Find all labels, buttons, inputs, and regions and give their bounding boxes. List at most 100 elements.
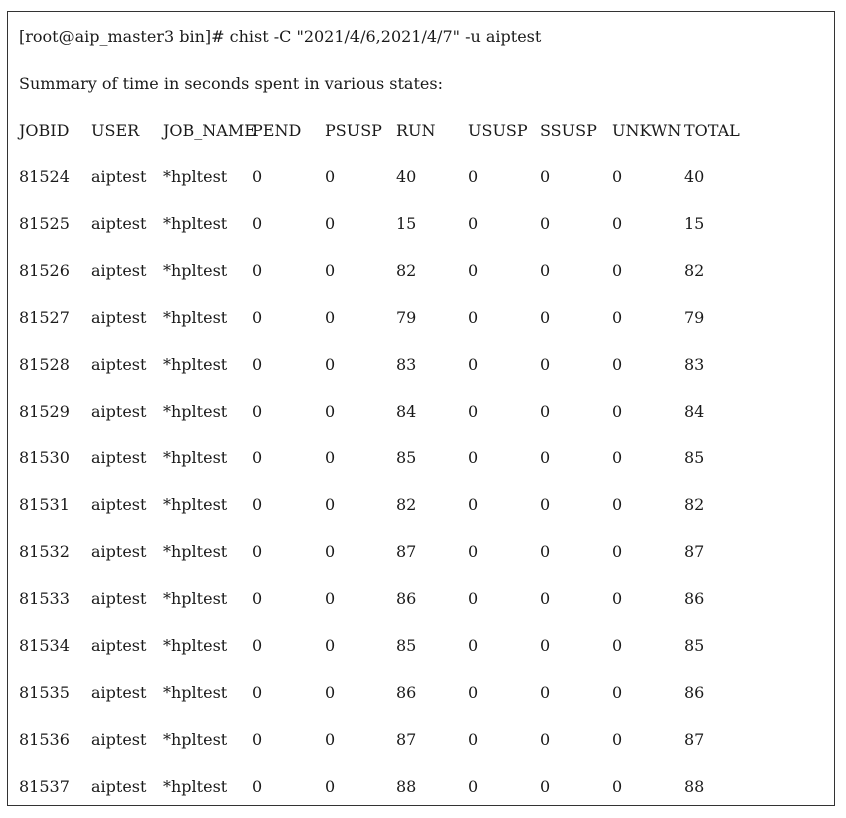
header-psusp: PSUSP (325, 121, 382, 140)
cell-ssusp: 0 (540, 167, 551, 186)
cell-unkwn: 0 (612, 495, 623, 514)
cell-jobid: 81525 (19, 214, 70, 233)
cell-user: aiptest (91, 542, 147, 561)
cell-ssusp: 0 (540, 589, 551, 608)
cell-job-name: *hpltest (163, 589, 228, 608)
cell-ususp: 0 (468, 448, 479, 467)
table-row: 81528 aiptest *hpltest 0 0 83 0 0 0 83 (8, 355, 834, 375)
cell-run: 83 (396, 355, 417, 374)
cell-pend: 0 (252, 542, 263, 561)
cell-total: 84 (684, 402, 705, 421)
cell-run: 88 (396, 777, 417, 796)
cell-jobid: 81530 (19, 448, 70, 467)
cell-ssusp: 0 (540, 636, 551, 655)
cell-psusp: 0 (325, 355, 336, 374)
cell-user: aiptest (91, 167, 147, 186)
cell-user: aiptest (91, 730, 147, 749)
cell-total: 85 (684, 448, 705, 467)
cell-job-name: *hpltest (163, 448, 228, 467)
cell-ususp: 0 (468, 261, 479, 280)
cell-ususp: 0 (468, 308, 479, 327)
cell-jobid: 81537 (19, 777, 70, 796)
cell-unkwn: 0 (612, 683, 623, 702)
cell-pend: 0 (252, 448, 263, 467)
command-line: [root@aip_master3 bin]# chist -C "2021/4… (19, 27, 542, 46)
cell-unkwn: 0 (612, 402, 623, 421)
cell-jobid: 81531 (19, 495, 70, 514)
cell-job-name: *hpltest (163, 355, 228, 374)
cell-job-name: *hpltest (163, 308, 228, 327)
cell-job-name: *hpltest (163, 777, 228, 796)
table-row: 81537 aiptest *hpltest 0 0 88 0 0 0 88 (8, 777, 834, 797)
table-row: 81535 aiptest *hpltest 0 0 86 0 0 0 86 (8, 683, 834, 703)
cell-jobid: 81524 (19, 167, 70, 186)
cell-ssusp: 0 (540, 214, 551, 233)
cell-psusp: 0 (325, 261, 336, 280)
cell-ssusp: 0 (540, 355, 551, 374)
cell-user: aiptest (91, 777, 147, 796)
table-row: 81532 aiptest *hpltest 0 0 87 0 0 0 87 (8, 542, 834, 562)
header-unkwn: UNKWN (612, 121, 682, 140)
cell-psusp: 0 (325, 777, 336, 796)
cell-jobid: 81532 (19, 542, 70, 561)
terminal-output-panel: [root@aip_master3 bin]# chist -C "2021/4… (7, 11, 835, 806)
cell-run: 87 (396, 542, 417, 561)
table-row: 81526 aiptest *hpltest 0 0 82 0 0 0 82 (8, 261, 834, 281)
cell-total: 87 (684, 542, 705, 561)
cell-user: aiptest (91, 308, 147, 327)
cell-ssusp: 0 (540, 261, 551, 280)
cell-ususp: 0 (468, 730, 479, 749)
cell-jobid: 81534 (19, 636, 70, 655)
cell-unkwn: 0 (612, 636, 623, 655)
cell-pend: 0 (252, 308, 263, 327)
cell-user: aiptest (91, 214, 147, 233)
cell-total: 82 (684, 495, 705, 514)
cell-run: 82 (396, 495, 417, 514)
cell-total: 40 (684, 167, 705, 186)
cell-psusp: 0 (325, 542, 336, 561)
cell-run: 84 (396, 402, 417, 421)
cell-jobid: 81529 (19, 402, 70, 421)
cell-ssusp: 0 (540, 683, 551, 702)
cell-psusp: 0 (325, 636, 336, 655)
cell-run: 85 (396, 636, 417, 655)
cell-total: 85 (684, 636, 705, 655)
cell-job-name: *hpltest (163, 542, 228, 561)
cell-pend: 0 (252, 777, 263, 796)
header-ususp: USUSP (468, 121, 528, 140)
cell-unkwn: 0 (612, 167, 623, 186)
cell-job-name: *hpltest (163, 402, 228, 421)
cell-psusp: 0 (325, 167, 336, 186)
cell-total: 88 (684, 777, 705, 796)
cell-total: 82 (684, 261, 705, 280)
cell-ssusp: 0 (540, 777, 551, 796)
cell-pend: 0 (252, 167, 263, 186)
header-pend: PEND (252, 121, 302, 140)
cell-ususp: 0 (468, 777, 479, 796)
cell-run: 85 (396, 448, 417, 467)
cell-pend: 0 (252, 402, 263, 421)
cell-total: 86 (684, 683, 705, 702)
table-row: 81524 aiptest *hpltest 0 0 40 0 0 0 40 (8, 167, 834, 187)
cell-total: 79 (684, 308, 705, 327)
cell-ssusp: 0 (540, 402, 551, 421)
cell-unkwn: 0 (612, 542, 623, 561)
cell-jobid: 81526 (19, 261, 70, 280)
cell-jobid: 81533 (19, 589, 70, 608)
cell-psusp: 0 (325, 730, 336, 749)
table-header: JOBID USER JOB_NAME PEND PSUSP RUN USUSP SSUSP U… (8, 121, 834, 141)
cell-jobid: 81528 (19, 355, 70, 374)
header-user: USER (91, 121, 140, 140)
cell-jobid: 81536 (19, 730, 70, 749)
cell-pend: 0 (252, 683, 263, 702)
cell-psusp: 0 (325, 448, 336, 467)
cell-ususp: 0 (468, 167, 479, 186)
cell-user: aiptest (91, 261, 147, 280)
cell-total: 83 (684, 355, 705, 374)
cell-pend: 0 (252, 589, 263, 608)
cell-ususp: 0 (468, 402, 479, 421)
table-row: 81529 aiptest *hpltest 0 0 84 0 0 0 84 (8, 402, 834, 422)
cell-psusp: 0 (325, 589, 336, 608)
cell-job-name: *hpltest (163, 495, 228, 514)
cell-ususp: 0 (468, 355, 479, 374)
